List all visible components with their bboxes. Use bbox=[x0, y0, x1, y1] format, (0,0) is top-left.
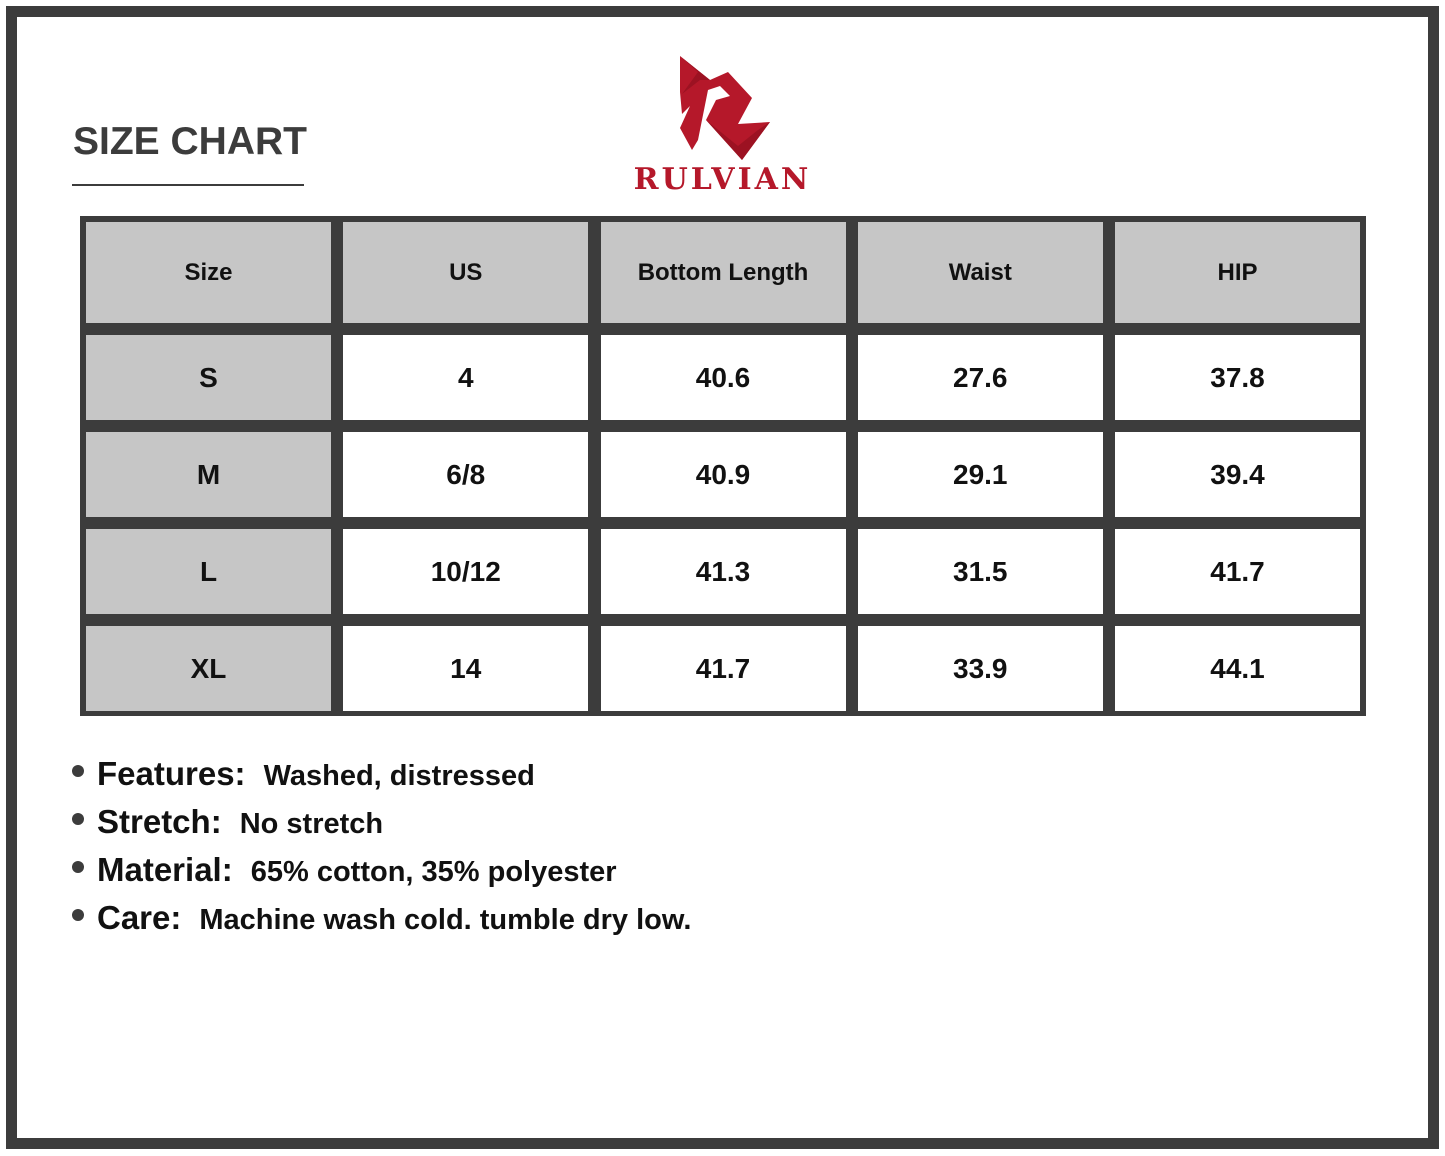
note-value: Machine wash cold. tumble dry low. bbox=[199, 904, 692, 936]
table-cell: 40.6 bbox=[600, 335, 846, 420]
table-cell: 41.3 bbox=[600, 529, 846, 614]
note-label: Stretch: bbox=[97, 803, 222, 840]
note-value: 65% cotton, 35% polyester bbox=[250, 856, 617, 888]
title-underline bbox=[72, 184, 304, 186]
size-cell: XL bbox=[86, 626, 331, 711]
table-cell: 41.7 bbox=[600, 626, 846, 711]
note-label: Care: bbox=[97, 899, 182, 936]
page-title: SIZE CHART bbox=[73, 120, 307, 163]
bullet-icon bbox=[72, 909, 84, 921]
bullet-icon bbox=[72, 765, 84, 777]
column-header: HIP bbox=[1115, 222, 1360, 323]
column-header: Waist bbox=[857, 222, 1103, 323]
table-cell: 4 bbox=[343, 335, 589, 420]
bullet-icon bbox=[72, 861, 84, 873]
brand-logo: RULVIAN bbox=[620, 50, 825, 200]
table-cell: 37.8 bbox=[1115, 335, 1360, 420]
note-item: Stretch: No stretch bbox=[72, 803, 691, 851]
table-cell: 41.7 bbox=[1115, 529, 1360, 614]
note-value: No stretch bbox=[239, 808, 384, 840]
table-cell: 27.6 bbox=[857, 335, 1103, 420]
brand-logo-mark bbox=[680, 56, 770, 160]
size-cell: S bbox=[86, 335, 331, 420]
bullet-icon bbox=[72, 813, 84, 825]
column-header: Size bbox=[86, 222, 331, 323]
table-cell: 44.1 bbox=[1115, 626, 1360, 711]
note-item: Care: Machine wash cold. tumble dry low. bbox=[72, 899, 691, 947]
table-cell: 14 bbox=[343, 626, 589, 711]
column-header: US bbox=[343, 222, 589, 323]
table-cell: 29.1 bbox=[857, 432, 1103, 517]
note-value: Washed, distressed bbox=[263, 760, 535, 792]
size-cell: L bbox=[86, 529, 331, 614]
note-label: Material: bbox=[97, 851, 233, 888]
table-cell: 31.5 bbox=[857, 529, 1103, 614]
table-cell: 39.4 bbox=[1115, 432, 1360, 517]
column-header: Bottom Length bbox=[600, 222, 846, 323]
table-cell: 6/8 bbox=[343, 432, 589, 517]
note-item: Material: 65% cotton, 35% polyester bbox=[72, 851, 691, 899]
note-label: Features: bbox=[97, 755, 246, 792]
size-table: Size US Bottom Length Waist HIP S 4 40.6 27.6 37.… bbox=[80, 216, 1366, 716]
table-cell: 33.9 bbox=[857, 626, 1103, 711]
brand-name: RULVIAN bbox=[633, 162, 812, 197]
table-cell: 40.9 bbox=[600, 432, 846, 517]
size-cell: M bbox=[86, 432, 331, 517]
product-notes: Features: Washed, distressed Stretch: No st… bbox=[72, 755, 691, 947]
table-cell: 10/12 bbox=[343, 529, 589, 614]
note-item: Features: Washed, distressed bbox=[72, 755, 691, 803]
